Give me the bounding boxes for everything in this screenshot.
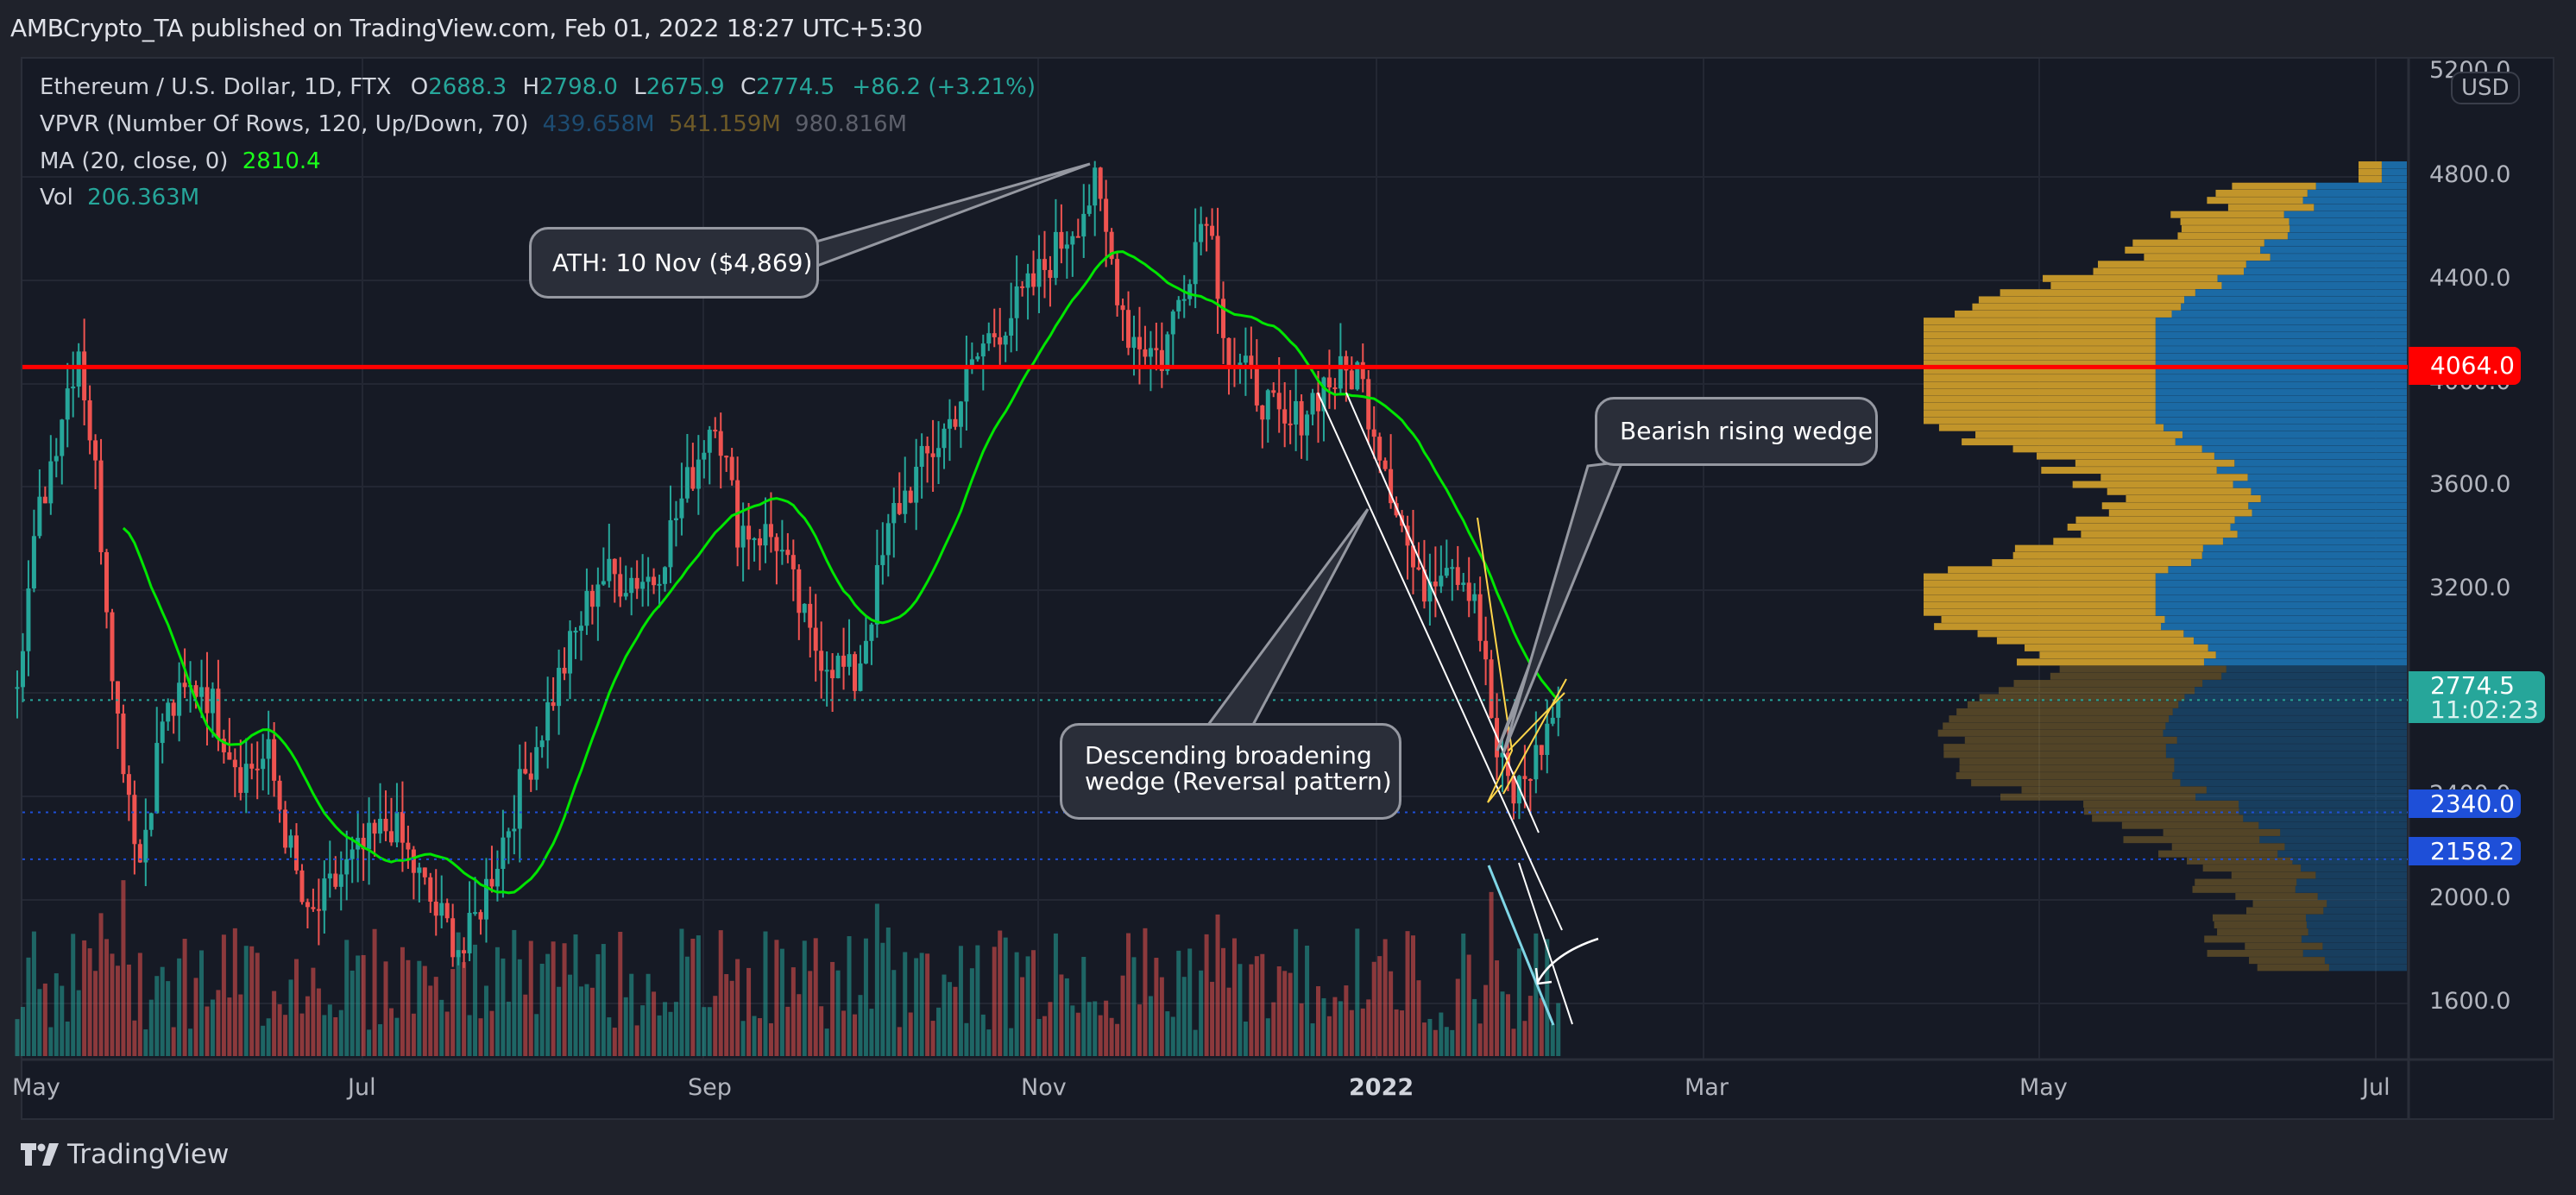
last-price-tag: 2774.5 11:02:23 (2409, 671, 2545, 723)
bar-countdown: 11:02:23 (2430, 695, 2539, 724)
currency-button[interactable]: USD (2451, 72, 2520, 104)
close-value: 2774.5 (756, 74, 835, 100)
vpvr-up-value: 439.658M (542, 111, 655, 137)
price-tick: 1600.0 (2429, 988, 2511, 1015)
high-value: 2798.0 (539, 74, 618, 100)
vpvr-label[interactable]: VPVR (Number Of Rows, 120, Up/Down, 70) (40, 111, 529, 137)
price-tick: 3600.0 (2429, 471, 2511, 498)
open-value: 2688.3 (428, 74, 507, 100)
time-label: Nov (1021, 1074, 1067, 1101)
time-label: Mar (1685, 1074, 1729, 1101)
symbol-title[interactable]: Ethereum / U.S. Dollar, 1D, FTX (40, 74, 392, 100)
support-price-tag-1: 2340.0 (2409, 789, 2521, 818)
time-label: May (12, 1074, 60, 1101)
last-price-value: 2774.5 (2430, 671, 2515, 700)
tradingview-logo[interactable]: TradingView (21, 1139, 229, 1170)
vpvr-down-value: 541.159M (668, 111, 781, 137)
publish-info: AMBCrypto_TA published on TradingView.co… (10, 14, 923, 42)
ath-callout[interactable]: ATH: 10 Nov ($4,869) (529, 227, 819, 299)
ma-label[interactable]: MA (20, close, 0) (40, 148, 229, 174)
time-label-year: 2022 (1349, 1074, 1414, 1101)
low-value: 2675.9 (646, 74, 725, 100)
vpvr-total-value: 980.816M (795, 111, 907, 137)
time-label: Jul (2362, 1074, 2390, 1101)
rising-wedge-callout[interactable]: Bearish rising wedge (1595, 397, 1878, 466)
price-tick: 2000.0 (2429, 884, 2511, 911)
symbol-legend: Ethereum / U.S. Dollar, 1D, FTX O2688.3 … (40, 74, 1036, 100)
time-label: Jul (348, 1074, 376, 1101)
ma-legend: MA (20, close, 0) 2810.4 (40, 148, 321, 174)
change-value: +86.2 (+3.21%) (852, 74, 1036, 100)
resistance-price-tag: 4064.0 (2409, 347, 2521, 385)
vol-value: 206.363M (87, 185, 200, 211)
price-tick: 4400.0 (2429, 265, 2511, 292)
brand-name: TradingView (67, 1139, 230, 1170)
support-price-tag-2: 2158.2 (2409, 837, 2521, 865)
price-tick: 4800.0 (2429, 161, 2511, 188)
time-label: Sep (688, 1074, 732, 1101)
price-tick: 3200.0 (2429, 575, 2511, 601)
time-label: May (2019, 1074, 2068, 1101)
vol-legend: Vol 206.363M (40, 185, 199, 211)
tradingview-logo-icon (21, 1143, 59, 1166)
ma-value: 2810.4 (242, 148, 321, 174)
broadening-wedge-callout[interactable]: Descending broadening wedge (Reversal pa… (1060, 723, 1401, 820)
vol-label[interactable]: Vol (40, 185, 73, 211)
vpvr-legend: VPVR (Number Of Rows, 120, Up/Down, 70) … (40, 111, 907, 137)
